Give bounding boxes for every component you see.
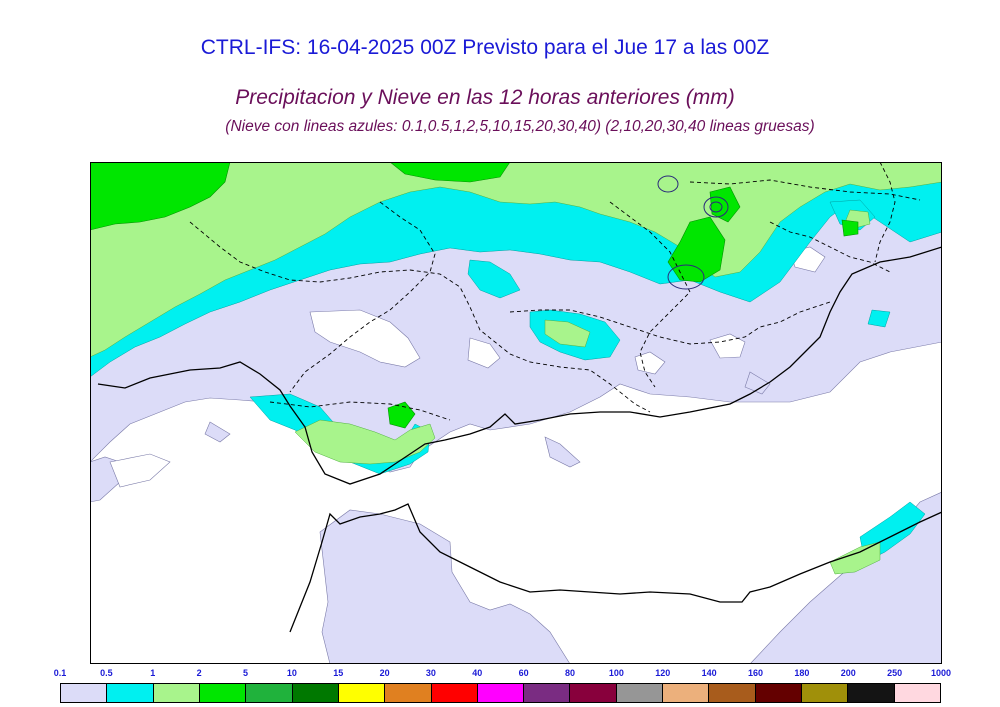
legend-swatch <box>802 684 849 702</box>
legend-label: 20 <box>379 668 390 678</box>
legend-swatch <box>524 684 571 702</box>
legend-label: 80 <box>565 668 576 678</box>
snow-contours <box>657 175 729 290</box>
coastline <box>97 246 942 633</box>
legend-swatch <box>477 684 525 702</box>
map-subtitle: Precipitacion y Nieve en las 12 horas an… <box>235 86 735 109</box>
legend-label: 0.1 <box>53 668 67 678</box>
legend-label: 30 <box>425 668 436 678</box>
dry-areas <box>109 246 826 488</box>
legend-label: 200 <box>840 668 856 678</box>
legend-swatch <box>709 684 756 702</box>
legend-swatch <box>755 684 802 702</box>
legend-labels: 0.1 0.5 1 2 5 10 15 20 30 40 60 80 100 120 140 160 180 20… <box>0 668 1000 682</box>
legend-label: 10 <box>286 668 297 678</box>
legend-swatch <box>848 684 895 702</box>
map-frame <box>90 162 942 664</box>
legend-swatch <box>663 684 710 702</box>
precip-field-green <box>90 162 859 429</box>
legend-swatch <box>199 684 247 702</box>
legend-label: 160 <box>748 668 764 678</box>
legend-swatch <box>338 684 386 702</box>
legend-label: 5 <box>242 668 248 678</box>
legend-label: 250 <box>887 668 903 678</box>
legend-label: 2 <box>196 668 202 678</box>
legend-label: 40 <box>472 668 483 678</box>
legend-label: 120 <box>655 668 671 678</box>
legend-label: 0.5 <box>100 668 113 678</box>
legend-label: 60 <box>518 668 529 678</box>
legend-swatch <box>292 684 339 702</box>
map-title: CTRL-IFS: 16-04-2025 00Z Previsto para e… <box>200 36 770 59</box>
legend-swatch <box>894 684 940 702</box>
legend-swatch <box>246 684 293 702</box>
legend-label: 1 <box>150 668 156 678</box>
legend-label: 100 <box>608 668 624 678</box>
legend-swatch <box>431 684 478 702</box>
legend-swatch <box>107 684 154 702</box>
precipitation-map <box>90 162 942 664</box>
legend-swatch <box>616 684 664 702</box>
snow-contour-note: (Nieve con lineas azules: 0.1,0.5,1,2,5,… <box>225 118 815 135</box>
legend-label: 180 <box>794 668 810 678</box>
legend-label: 1000 <box>930 668 952 678</box>
legend-label: 140 <box>701 668 717 678</box>
legend-label: 15 <box>333 668 344 678</box>
color-scale-bar <box>60 683 941 703</box>
legend-swatch <box>385 684 432 702</box>
legend-swatch <box>153 684 200 702</box>
legend-swatch <box>570 684 617 702</box>
country-borders <box>189 162 921 421</box>
legend-swatch <box>61 684 108 702</box>
